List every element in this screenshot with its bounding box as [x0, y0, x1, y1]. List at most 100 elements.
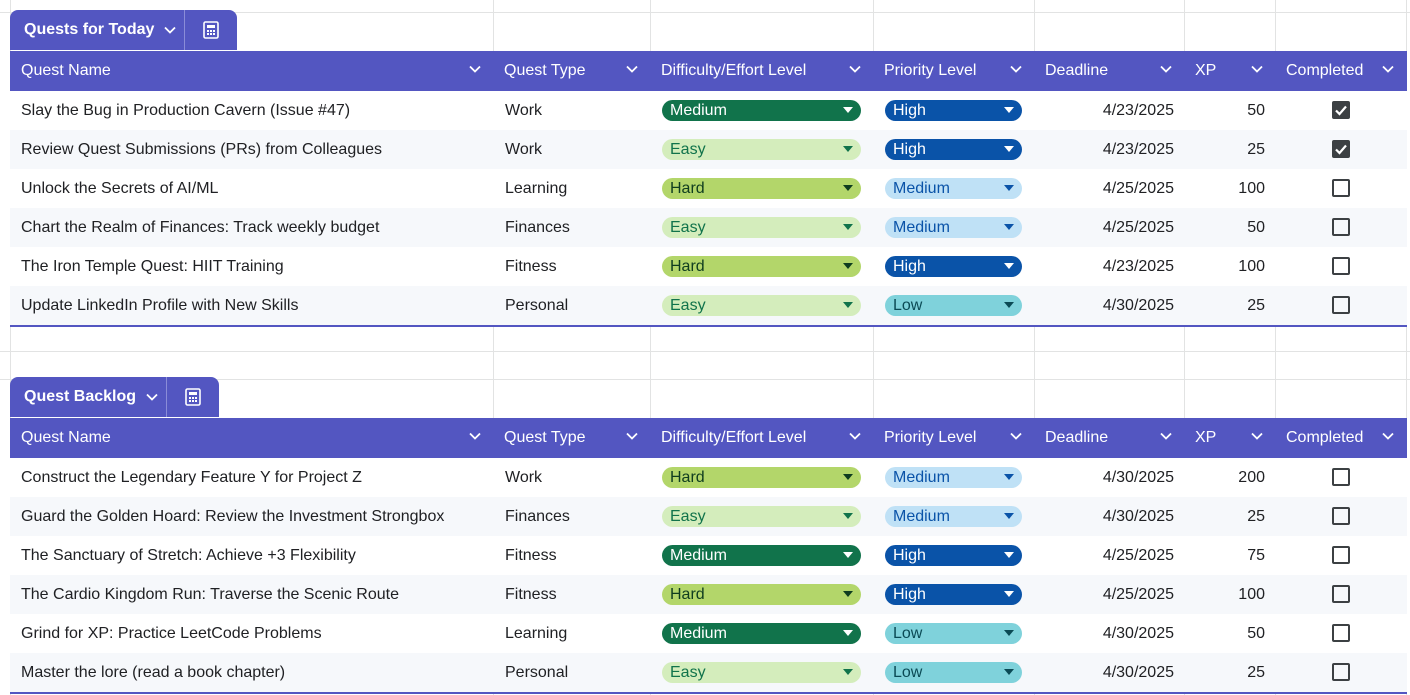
column-header-text: Priority Level	[884, 62, 977, 79]
priority-chip[interactable]: Medium	[885, 217, 1022, 238]
difficulty-chip[interactable]: Hard	[662, 584, 861, 605]
completed-checkbox[interactable]	[1332, 624, 1350, 642]
quest-name: The Iron Temple Quest: HIIT Training	[21, 257, 284, 275]
priority-chip[interactable]: Medium	[885, 506, 1022, 527]
column-header[interactable]: Deadline	[1034, 51, 1184, 91]
completed-checkbox[interactable]	[1332, 546, 1350, 564]
priority-chip[interactable]: High	[885, 545, 1022, 566]
completed-checkbox[interactable]	[1332, 507, 1350, 525]
table-header: Quest Name Quest Type Difficulty/Effort Le…	[10, 418, 1407, 458]
column-header[interactable]: Quest Name	[10, 51, 493, 91]
difficulty-chip-text: Hard	[670, 468, 705, 486]
column-header[interactable]: Quest Type	[493, 51, 650, 91]
table-title-button[interactable]: Quest Backlog	[10, 377, 166, 417]
column-header[interactable]: XP	[1184, 51, 1275, 91]
difficulty-chip[interactable]: Hard	[662, 467, 861, 488]
difficulty-chip[interactable]: Hard	[662, 256, 861, 277]
quest-type: Learning	[505, 624, 568, 642]
difficulty-chip[interactable]: Medium	[662, 100, 861, 121]
difficulty-chip[interactable]: Easy	[662, 506, 861, 527]
column-header-text: Completed	[1286, 429, 1364, 446]
column-header[interactable]: Difficulty/Effort Level	[650, 51, 873, 91]
completed-checkbox[interactable]	[1332, 585, 1350, 603]
difficulty-chip-text: Hard	[670, 585, 705, 603]
column-header[interactable]: Priority Level	[873, 418, 1034, 458]
column-header-text: Quest Type	[504, 429, 586, 446]
table-row: The Cardio Kingdom Run: Traverse the Sce…	[10, 575, 1407, 614]
table-row: Guard the Golden Hoard: Review the Inves…	[10, 497, 1407, 536]
priority-chip[interactable]: Low	[885, 295, 1022, 316]
column-header[interactable]: Difficulty/Effort Level	[650, 418, 873, 458]
column-header[interactable]: Deadline	[1034, 418, 1184, 458]
quest-type: Fitness	[505, 585, 557, 603]
grid-line	[650, 0, 651, 695]
difficulty-chip-text: Easy	[670, 140, 706, 158]
table-summary-icon[interactable]	[184, 10, 237, 50]
completed-checkbox[interactable]	[1332, 101, 1350, 119]
deadline: 4/30/2025	[1102, 296, 1174, 314]
priority-chip[interactable]: Low	[885, 662, 1022, 683]
table-row: Unlock the Secrets of AI/ML Learning Hard M…	[10, 169, 1407, 208]
column-header[interactable]: XP	[1184, 418, 1275, 458]
priority-chip[interactable]: High	[885, 139, 1022, 160]
column-header[interactable]: Quest Name	[10, 418, 493, 458]
difficulty-chip[interactable]: Easy	[662, 139, 861, 160]
column-header[interactable]: Quest Type	[493, 418, 650, 458]
column-header-text: Quest Name	[21, 429, 111, 446]
difficulty-chip[interactable]: Easy	[662, 662, 861, 683]
table-row: The Iron Temple Quest: HIIT Training Fitn…	[10, 247, 1407, 286]
table-summary-icon[interactable]	[166, 377, 219, 417]
column-header-text: Quest Type	[504, 62, 586, 79]
table-title-button[interactable]: Quests for Today	[10, 10, 184, 50]
difficulty-chip[interactable]: Easy	[662, 295, 861, 316]
grid-line	[1275, 0, 1276, 695]
completed-checkbox[interactable]	[1332, 257, 1350, 275]
column-header[interactable]: Priority Level	[873, 51, 1034, 91]
xp: 25	[1247, 663, 1265, 681]
grid-line	[873, 0, 874, 695]
table-title: Quests for Today	[24, 21, 155, 38]
deadline: 4/25/2025	[1102, 546, 1174, 564]
column-header[interactable]: Completed	[1275, 51, 1406, 91]
grid-line	[1034, 0, 1035, 695]
quest-name: Update LinkedIn Profile with New Skills	[21, 296, 299, 314]
completed-checkbox[interactable]	[1332, 179, 1350, 197]
table-title: Quest Backlog	[24, 388, 137, 405]
difficulty-chip[interactable]: Medium	[662, 623, 861, 644]
grid-line	[0, 379, 1410, 380]
priority-chip-text: Medium	[893, 179, 950, 197]
completed-checkbox[interactable]	[1332, 218, 1350, 236]
column-header[interactable]: Completed	[1275, 418, 1406, 458]
priority-chip-text: High	[893, 140, 926, 158]
difficulty-chip[interactable]: Hard	[662, 178, 861, 199]
deadline: 4/23/2025	[1102, 101, 1174, 119]
column-header-text: Priority Level	[884, 429, 977, 446]
priority-chip-text: High	[893, 585, 926, 603]
completed-checkbox[interactable]	[1332, 140, 1350, 158]
xp: 100	[1238, 585, 1265, 603]
completed-checkbox[interactable]	[1332, 468, 1350, 486]
quest-name: The Cardio Kingdom Run: Traverse the Sce…	[21, 585, 399, 603]
deadline: 4/25/2025	[1102, 585, 1174, 603]
difficulty-chip[interactable]: Medium	[662, 545, 861, 566]
priority-chip[interactable]: Medium	[885, 467, 1022, 488]
table-row: Construct the Legendary Feature Y for Pr…	[10, 458, 1407, 497]
xp: 75	[1247, 546, 1265, 564]
difficulty-chip-text: Easy	[670, 218, 706, 236]
deadline: 4/23/2025	[1102, 257, 1174, 275]
column-header-text: Completed	[1286, 62, 1364, 79]
difficulty-chip[interactable]: Easy	[662, 217, 861, 238]
quest-name: Chart the Realm of Finances: Track weekl…	[21, 218, 380, 236]
priority-chip[interactable]: High	[885, 584, 1022, 605]
priority-chip[interactable]: High	[885, 100, 1022, 121]
priority-chip-text: High	[893, 257, 926, 275]
completed-checkbox[interactable]	[1332, 296, 1350, 314]
priority-chip[interactable]: High	[885, 256, 1022, 277]
priority-chip[interactable]: Medium	[885, 178, 1022, 199]
priority-chip-text: High	[893, 101, 926, 119]
priority-chip[interactable]: Low	[885, 623, 1022, 644]
completed-checkbox[interactable]	[1332, 663, 1350, 681]
quest-name: Grind for XP: Practice LeetCode Problems	[21, 624, 322, 642]
quest-type: Fitness	[505, 257, 557, 275]
quest-type: Learning	[505, 179, 568, 197]
